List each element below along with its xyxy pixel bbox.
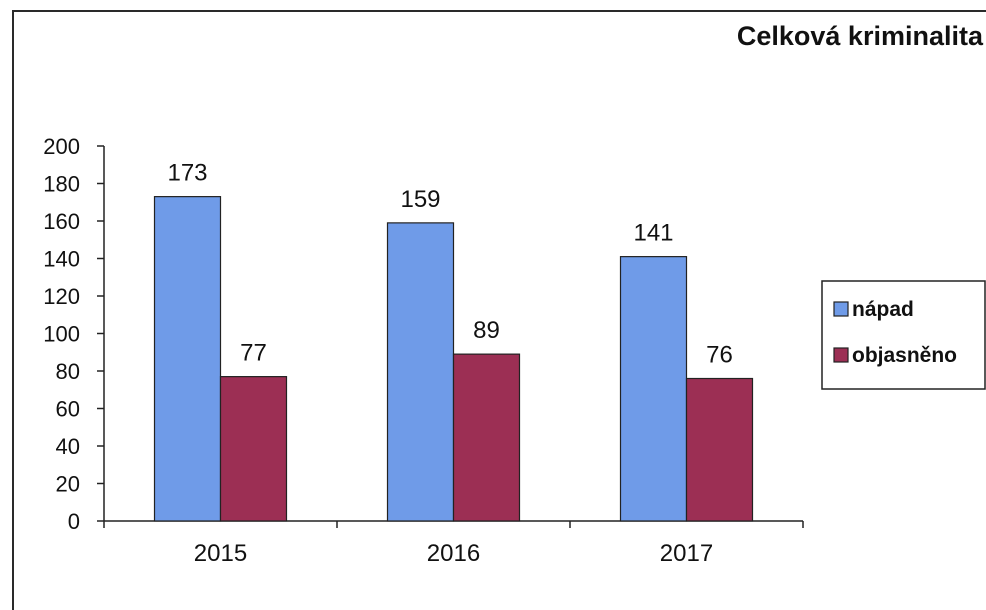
bars-group xyxy=(153,196,754,522)
data-label-2015-series-2: 77 xyxy=(240,340,267,367)
y-tick-label-20: 20 xyxy=(56,472,80,497)
data-label-2016-series-2: 89 xyxy=(473,317,500,344)
y-tick-label-120: 120 xyxy=(43,284,80,309)
legend-box xyxy=(821,280,986,390)
y-tick-label-180: 180 xyxy=(43,172,80,197)
x-category-label-2017: 2017 xyxy=(660,540,713,567)
data-label-2016-series-1: 159 xyxy=(400,186,440,213)
bar-2016-series-2 xyxy=(452,353,521,522)
y-tick-label-80: 80 xyxy=(56,359,80,384)
bar-2015-series-1 xyxy=(153,196,222,522)
y-tick-label-0: 0 xyxy=(68,509,80,534)
legend-swatch-2 xyxy=(833,347,849,363)
chart-title: Celková kriminalita xyxy=(737,21,984,51)
y-tick-label-100: 100 xyxy=(43,322,80,347)
bar-2015-series-2 xyxy=(219,376,288,522)
x-category-label-2015: 2015 xyxy=(194,540,247,567)
y-tick-label-40: 40 xyxy=(56,434,80,459)
bar-2016-series-1 xyxy=(386,222,455,522)
x-axis: 2015 2016 2017 xyxy=(103,520,804,567)
data-labels-group: 173 77 159 89 141 76 xyxy=(167,160,732,369)
bar-2017-series-1 xyxy=(619,256,688,522)
y-tick-label-140: 140 xyxy=(43,247,80,272)
y-tick-label-160: 160 xyxy=(43,209,80,234)
data-label-2017-series-1: 141 xyxy=(633,220,673,247)
legend-swatch-1 xyxy=(833,301,849,317)
x-category-label-2016: 2016 xyxy=(427,540,480,567)
data-label-2015-series-1: 173 xyxy=(167,160,207,187)
legend-label-2: objasněno xyxy=(852,344,957,367)
data-label-2017-series-2: 76 xyxy=(706,342,733,369)
y-axis: 0 20 40 60 80 100 120 140 160 180 200 xyxy=(43,134,105,534)
bar-2017-series-2 xyxy=(685,377,754,522)
legend: nápad objasněno xyxy=(821,280,986,390)
y-tick-label-200: 200 xyxy=(43,134,80,159)
y-tick-label-60: 60 xyxy=(56,397,80,422)
legend-label-1: nápad xyxy=(852,298,914,321)
